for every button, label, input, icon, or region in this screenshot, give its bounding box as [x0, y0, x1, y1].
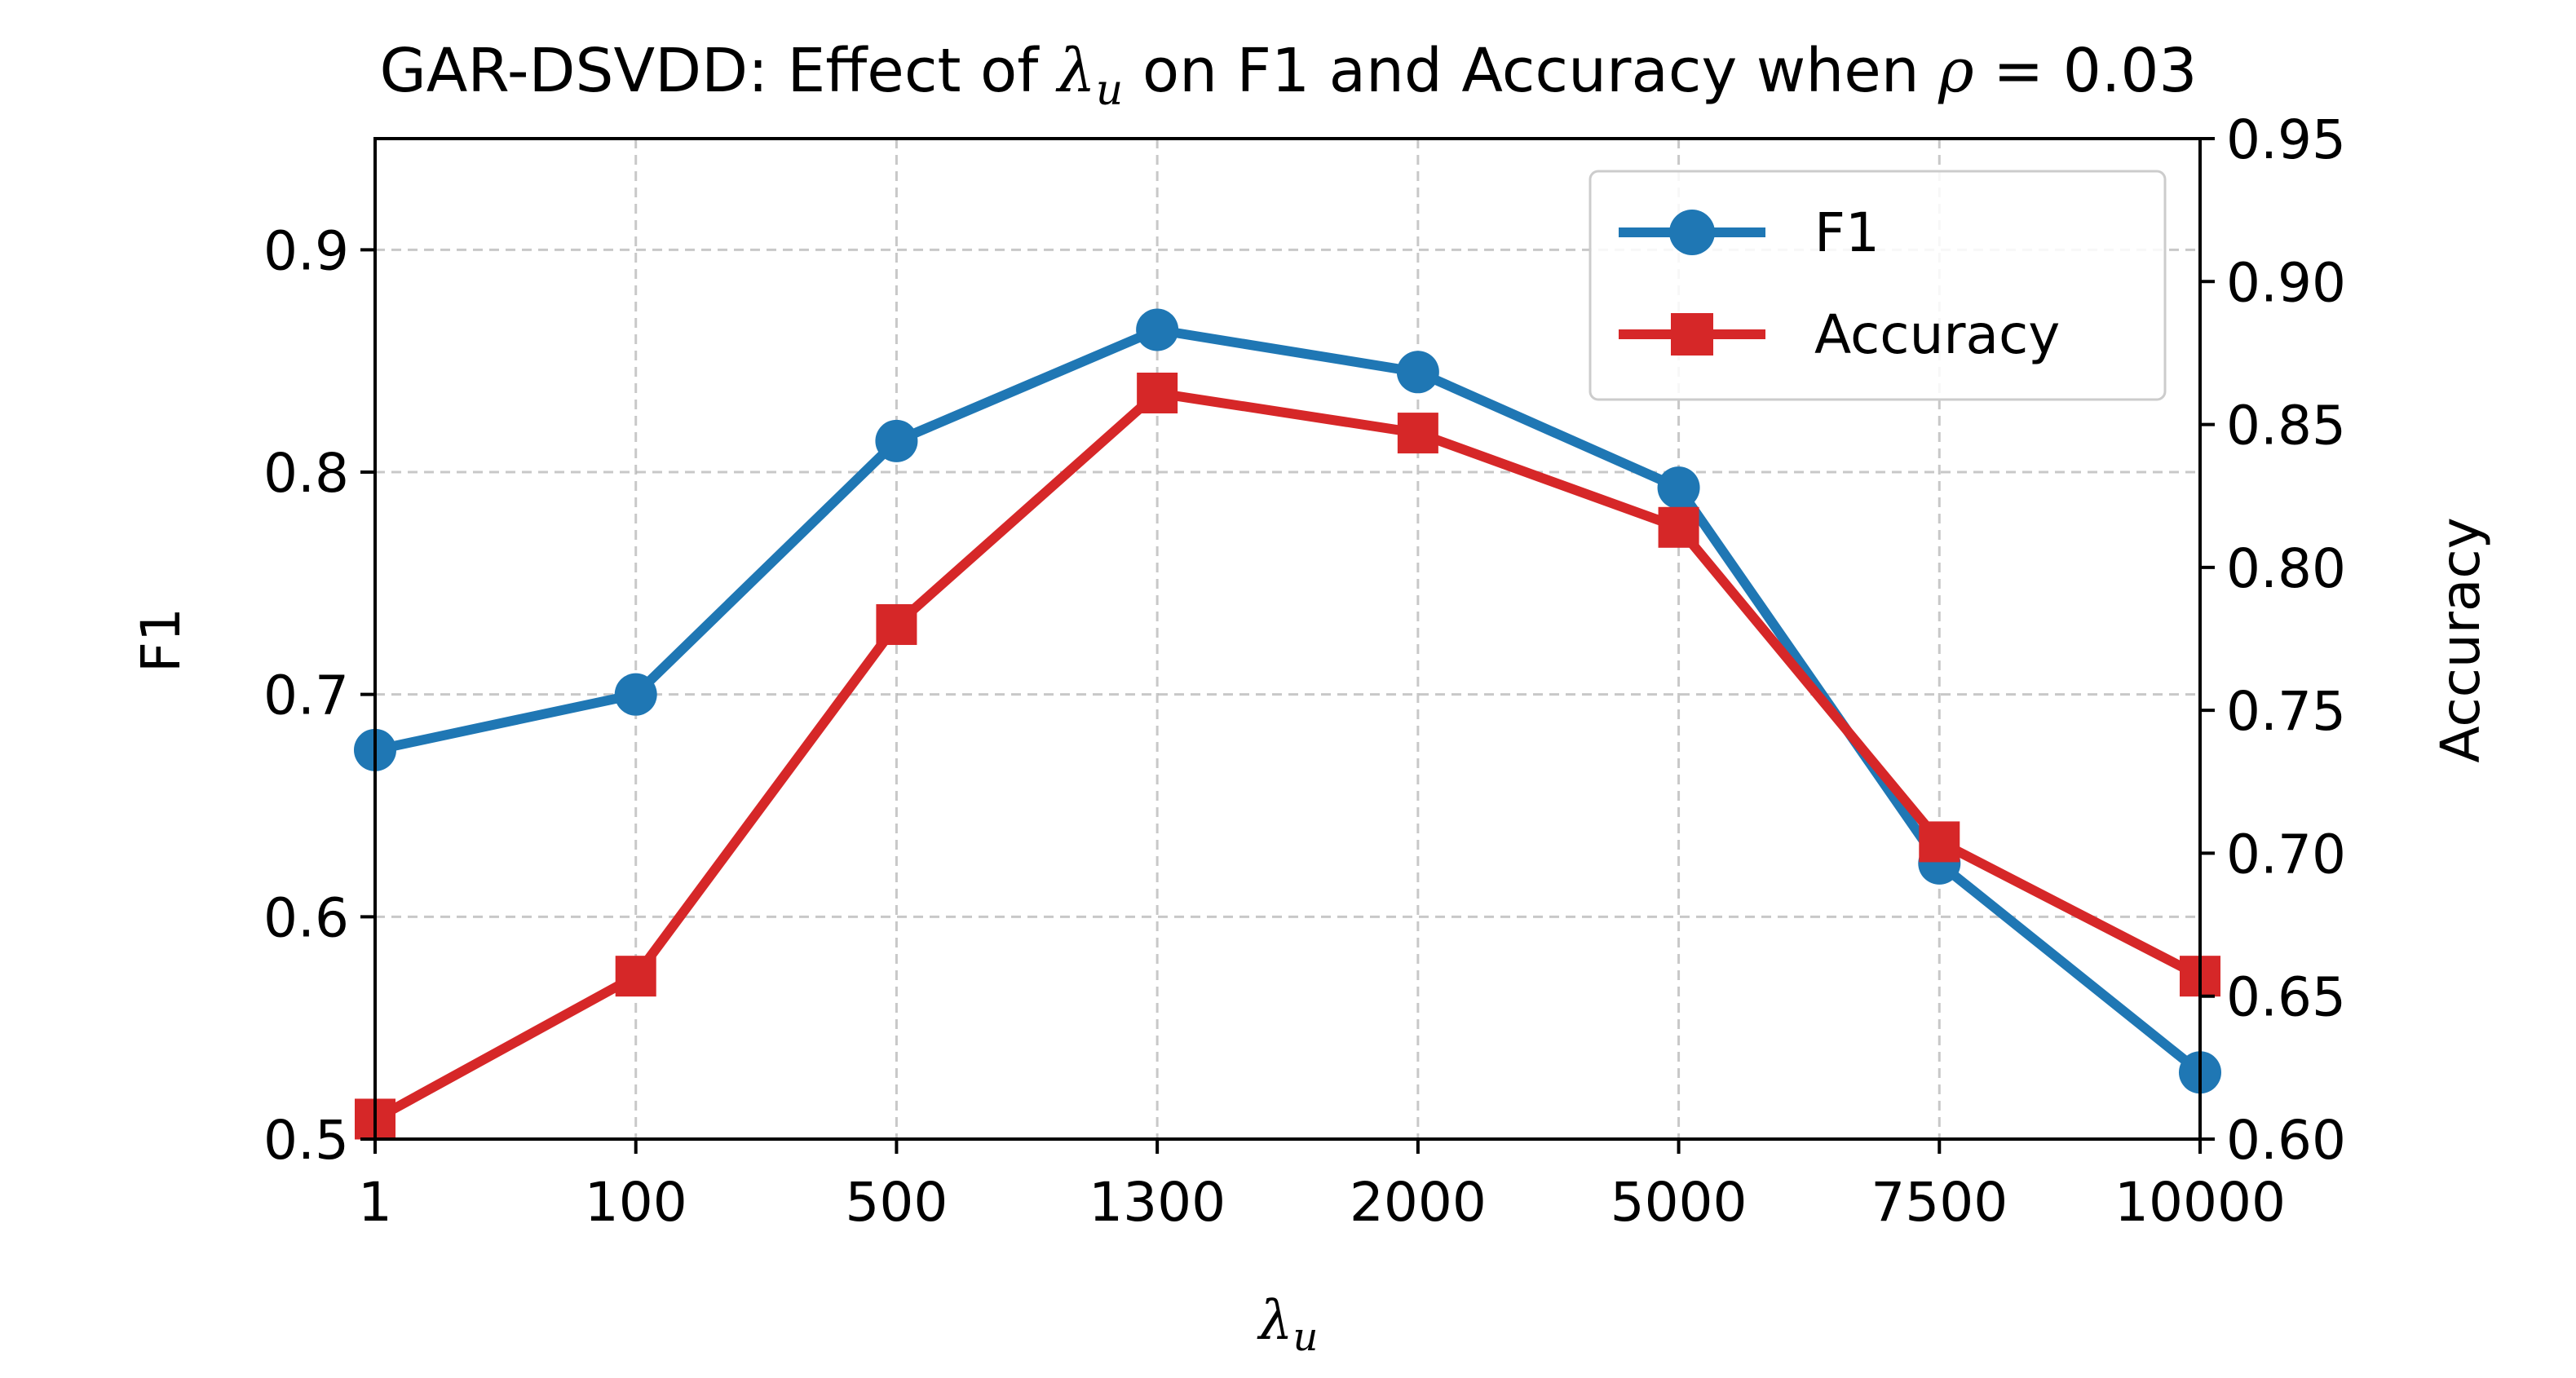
- y-tick-label-right: 0.65: [2226, 966, 2346, 1029]
- data-point-accuracy: [1137, 373, 1178, 414]
- x-tick-label: 10000: [2114, 1171, 2286, 1234]
- x-tick-label: 1300: [1089, 1171, 1226, 1234]
- y-tick-label-right: 0.70: [2226, 823, 2346, 886]
- x-tick-label: 1: [358, 1171, 392, 1234]
- x-axis-label: λu: [1257, 1289, 1319, 1360]
- y-tick-label-left: 0.6: [263, 886, 349, 949]
- data-point-accuracy: [615, 956, 656, 997]
- y-tick-label-left: 0.7: [263, 665, 349, 727]
- y-tick-label-right: 0.80: [2226, 537, 2346, 600]
- data-point-f1: [1396, 351, 1439, 394]
- legend-accuracy-marker: [1671, 313, 1713, 356]
- x-tick-label: 2000: [1350, 1171, 1487, 1234]
- series-layer: [354, 308, 2221, 1140]
- legend-accuracy-label: Accuracy: [1814, 303, 2060, 366]
- y-tick-label-right: 0.60: [2226, 1109, 2346, 1172]
- y-axis-label-left: F1: [130, 607, 192, 673]
- series-line-accuracy: [370, 388, 2205, 1124]
- data-point-f1: [1136, 308, 1179, 351]
- data-point-f1: [1657, 466, 1700, 510]
- data-point-accuracy: [1397, 413, 1438, 454]
- legend-f1-marker: [1669, 210, 1715, 255]
- data-point-accuracy: [876, 603, 917, 645]
- y-tick-label-left: 0.9: [263, 219, 349, 282]
- y-tick-label-right: 0.75: [2226, 680, 2346, 743]
- x-tick-label: 5000: [1611, 1171, 1748, 1234]
- plot-frame: [373, 137, 2202, 1141]
- data-point-f1: [875, 419, 918, 462]
- data-point-f1: [614, 673, 657, 716]
- legend: F1 Accuracy: [1588, 170, 2167, 401]
- axes: 1 100 500 1300 2000 5000 7500 10000 0.5 0.6 0.7 0.8…: [263, 108, 2346, 1234]
- y-tick-label-right: 0.85: [2226, 395, 2346, 457]
- y-axis-label-right: Accuracy: [2429, 517, 2492, 762]
- legend-f1-label: F1: [1814, 201, 1880, 264]
- y-tick-label-right: 0.95: [2226, 108, 2346, 171]
- y-tick-label-left: 0.5: [263, 1109, 349, 1172]
- y-tick-label-left: 0.8: [263, 442, 349, 505]
- chart-title: GAR-DSVDD: Effect of λu on F1 and Accura…: [379, 36, 2197, 115]
- y-tick-label-right: 0.90: [2226, 251, 2346, 314]
- x-tick-label: 7500: [1871, 1171, 2008, 1234]
- series-line-f1: [370, 325, 2205, 1078]
- x-tick-label: 100: [585, 1171, 687, 1234]
- data-point-accuracy: [1919, 821, 1960, 863]
- data-point-accuracy: [1658, 506, 1699, 548]
- x-tick-label: 500: [845, 1171, 948, 1234]
